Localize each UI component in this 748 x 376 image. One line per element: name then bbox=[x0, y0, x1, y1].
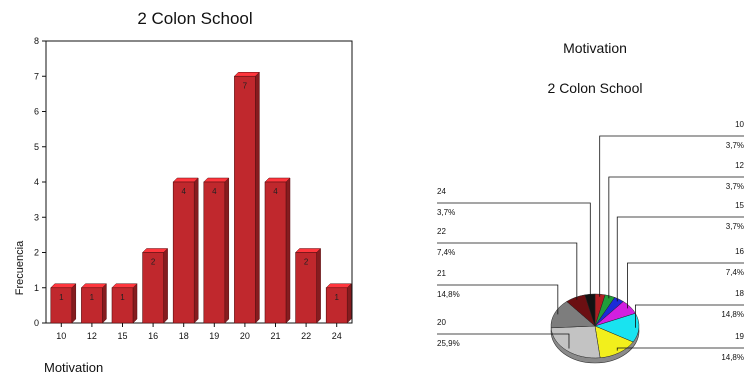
x-tick-label: 24 bbox=[332, 331, 342, 341]
pie-percent-label: 3,7% bbox=[726, 222, 744, 231]
bar-chart-title: 2 Colon School bbox=[137, 9, 253, 28]
pie-category-label: 15 bbox=[735, 201, 744, 210]
pie-slice bbox=[550, 325, 601, 359]
x-tick-label: 12 bbox=[87, 331, 97, 341]
bar-data-label: 7 bbox=[243, 81, 248, 90]
bar-data-label: 2 bbox=[151, 258, 156, 267]
y-tick-label: 4 bbox=[34, 177, 39, 187]
pie-category-label: 21 bbox=[437, 269, 446, 278]
bar-data-label: 1 bbox=[334, 293, 339, 302]
pie-percent-label: 3,7% bbox=[726, 141, 744, 150]
pie-percent-label: 3,7% bbox=[437, 208, 455, 217]
pie-category-label: 16 bbox=[735, 247, 744, 256]
bar-side bbox=[316, 247, 321, 324]
bar-data-label: 1 bbox=[90, 293, 95, 302]
bar bbox=[172, 181, 195, 324]
bar bbox=[234, 75, 256, 324]
bar-top bbox=[50, 283, 77, 288]
bar-top bbox=[294, 248, 322, 253]
pie-category-label: 24 bbox=[437, 187, 446, 196]
pie-leader-line bbox=[616, 347, 744, 351]
bar-side bbox=[285, 177, 291, 324]
x-tick-label: 15 bbox=[117, 331, 127, 341]
bar-side bbox=[224, 177, 230, 324]
pie-leader-line bbox=[437, 242, 578, 300]
y-tick-label: 7 bbox=[34, 71, 39, 81]
pie-leader-line bbox=[437, 284, 559, 315]
pie-percent-label: 14,8% bbox=[721, 310, 744, 319]
bar-data-label: 4 bbox=[273, 187, 278, 196]
pie-leader-line bbox=[635, 304, 744, 328]
y-tick-label: 2 bbox=[34, 248, 39, 258]
pie-percent-label: 25,9% bbox=[437, 339, 460, 348]
pie-percent-label: 7,4% bbox=[726, 268, 744, 277]
pie-category-label: 12 bbox=[735, 161, 744, 170]
pie-leader-line bbox=[437, 333, 570, 349]
bar-side bbox=[346, 283, 352, 324]
bar-top bbox=[80, 283, 108, 288]
pie-category-label: 10 bbox=[735, 120, 744, 129]
pie-slice bbox=[584, 293, 596, 327]
pie-leader-line bbox=[599, 135, 744, 297]
y-tick-label: 1 bbox=[34, 283, 39, 293]
bar-top bbox=[203, 177, 230, 183]
bar-top bbox=[264, 177, 291, 183]
bar bbox=[203, 181, 226, 324]
x-tick-label: 19 bbox=[209, 331, 219, 341]
pie-chart-subtitle: 2 Colon School bbox=[547, 80, 643, 96]
bar-data-label: 1 bbox=[59, 293, 64, 302]
x-tick-label: 22 bbox=[301, 331, 311, 341]
bar-side bbox=[71, 283, 77, 324]
bar-top bbox=[141, 248, 169, 253]
bar-side bbox=[255, 71, 260, 324]
pie-leader-line bbox=[616, 216, 744, 302]
x-tick-label: 18 bbox=[179, 331, 189, 341]
bar-data-label: 2 bbox=[304, 258, 309, 267]
x-tick-label: 20 bbox=[240, 331, 250, 341]
y-tick-label: 6 bbox=[34, 107, 39, 117]
bar-data-label: 4 bbox=[181, 187, 186, 196]
pie-percent-label: 7,4% bbox=[437, 248, 455, 257]
bar-top bbox=[111, 283, 138, 288]
pie-category-label: 22 bbox=[437, 227, 446, 236]
x-tick-label: 10 bbox=[56, 331, 66, 341]
pie-leader-line bbox=[437, 202, 591, 297]
pie-percent-label: 14,8% bbox=[437, 290, 460, 299]
bar-top bbox=[172, 177, 199, 183]
pie-category-label: 19 bbox=[735, 332, 744, 341]
bar-side bbox=[132, 283, 138, 324]
y-tick-label: 8 bbox=[34, 36, 39, 46]
y-tick-label: 0 bbox=[34, 318, 39, 328]
pie-leader-line bbox=[608, 176, 744, 299]
y-tick-label: 3 bbox=[34, 212, 39, 222]
bar-side bbox=[163, 247, 168, 324]
bar-top bbox=[325, 283, 352, 288]
bar-top bbox=[233, 72, 261, 77]
x-tick-label: 16 bbox=[148, 331, 158, 341]
bar-side bbox=[102, 283, 107, 324]
bar-chart-x-axis-label: Motivation bbox=[44, 360, 104, 375]
bar-data-label: 1 bbox=[120, 293, 125, 302]
pie-category-label: 20 bbox=[437, 318, 446, 327]
bar-data-label: 4 bbox=[212, 187, 217, 196]
bar bbox=[264, 181, 287, 324]
pie-percent-label: 3,7% bbox=[726, 182, 744, 191]
pie-leader-line bbox=[627, 262, 744, 309]
pie-percent-label: 14,8% bbox=[721, 353, 744, 362]
pie-chart-title: Motivation bbox=[563, 40, 627, 56]
bar-side bbox=[193, 177, 199, 324]
x-tick-label: 21 bbox=[270, 331, 280, 341]
y-tick-label: 5 bbox=[34, 142, 39, 152]
pie-category-label: 18 bbox=[735, 289, 744, 298]
